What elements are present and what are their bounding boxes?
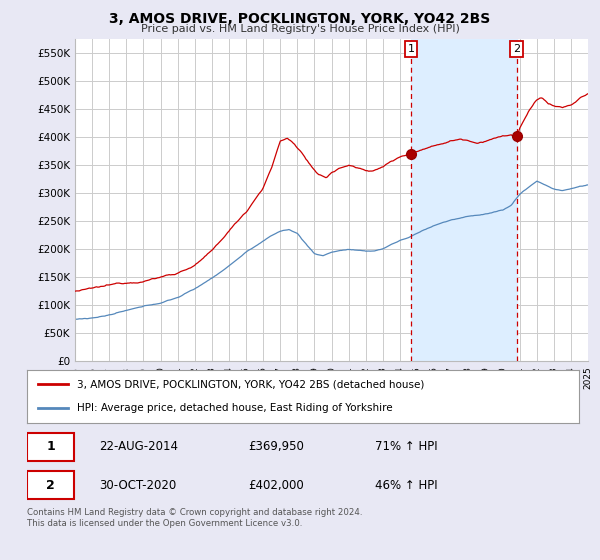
Text: 30-OCT-2020: 30-OCT-2020 (99, 479, 176, 492)
Text: £402,000: £402,000 (248, 479, 304, 492)
Text: 3, AMOS DRIVE, POCKLINGTON, YORK, YO42 2BS: 3, AMOS DRIVE, POCKLINGTON, YORK, YO42 2… (109, 12, 491, 26)
Text: 46% ↑ HPI: 46% ↑ HPI (375, 479, 437, 492)
Text: 71% ↑ HPI: 71% ↑ HPI (375, 440, 437, 454)
Text: 2: 2 (46, 479, 55, 492)
Text: 2: 2 (513, 44, 520, 54)
Text: £369,950: £369,950 (248, 440, 304, 454)
Text: 1: 1 (407, 44, 415, 54)
Text: HPI: Average price, detached house, East Riding of Yorkshire: HPI: Average price, detached house, East… (77, 403, 392, 413)
Text: Contains HM Land Registry data © Crown copyright and database right 2024.
This d: Contains HM Land Registry data © Crown c… (27, 508, 362, 528)
FancyBboxPatch shape (27, 433, 74, 461)
Text: 1: 1 (46, 440, 55, 454)
FancyBboxPatch shape (27, 472, 74, 500)
Text: 22-AUG-2014: 22-AUG-2014 (99, 440, 178, 454)
Text: Price paid vs. HM Land Registry's House Price Index (HPI): Price paid vs. HM Land Registry's House … (140, 24, 460, 34)
Text: 3, AMOS DRIVE, POCKLINGTON, YORK, YO42 2BS (detached house): 3, AMOS DRIVE, POCKLINGTON, YORK, YO42 2… (77, 380, 424, 390)
Bar (411, 39, 517, 361)
